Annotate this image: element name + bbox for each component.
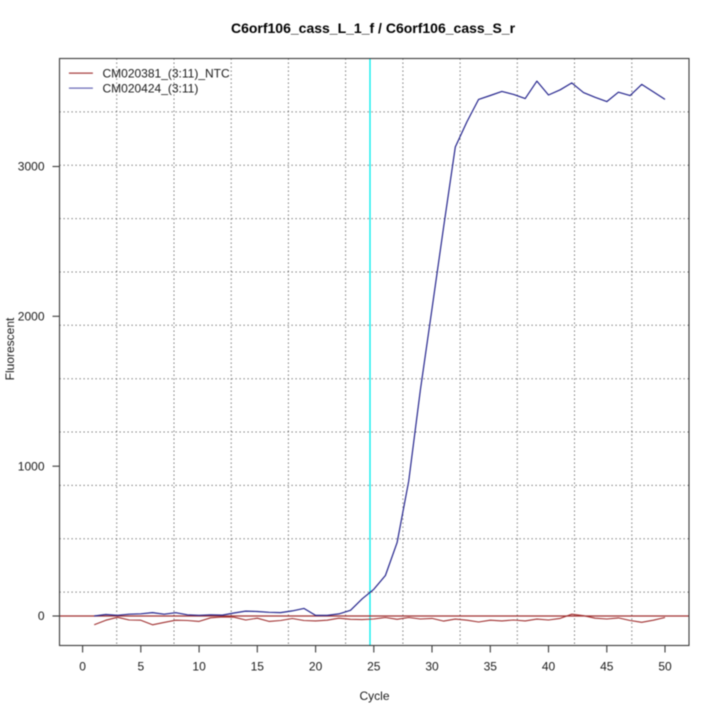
svg-text:30: 30 <box>425 660 439 674</box>
svg-text:0: 0 <box>38 609 45 623</box>
svg-text:2000: 2000 <box>18 310 45 324</box>
svg-text:1000: 1000 <box>18 459 45 473</box>
svg-text:20: 20 <box>309 660 323 674</box>
svg-text:25: 25 <box>367 660 381 674</box>
svg-text:5: 5 <box>137 660 144 674</box>
svg-text:35: 35 <box>484 660 498 674</box>
svg-text:CM020381_(3:11)_NTC: CM020381_(3:11)_NTC <box>103 66 231 80</box>
svg-text:10: 10 <box>192 660 206 674</box>
svg-text:50: 50 <box>658 660 672 674</box>
svg-text:Cycle: Cycle <box>359 689 389 703</box>
svg-text:15: 15 <box>251 660 265 674</box>
svg-text:0: 0 <box>79 660 86 674</box>
svg-text:3000: 3000 <box>18 160 45 174</box>
svg-text:C6orf106_cass_L_1_f / C6orf106: C6orf106_cass_L_1_f / C6orf106_cass_S_r <box>231 20 516 36</box>
svg-text:45: 45 <box>600 660 614 674</box>
svg-text:40: 40 <box>542 660 556 674</box>
svg-text:CM020424_(3:11): CM020424_(3:11) <box>103 81 199 95</box>
svg-text:Fluorescent: Fluorescent <box>3 317 17 380</box>
